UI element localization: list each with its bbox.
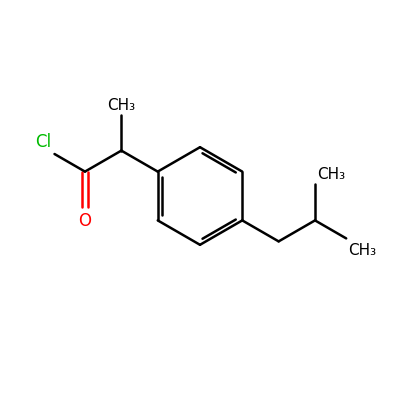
Text: Cl: Cl [35,133,51,151]
Text: CH₃: CH₃ [317,168,345,182]
Text: O: O [78,212,92,230]
Text: CH₃: CH₃ [348,243,376,258]
Text: CH₃: CH₃ [107,98,136,113]
